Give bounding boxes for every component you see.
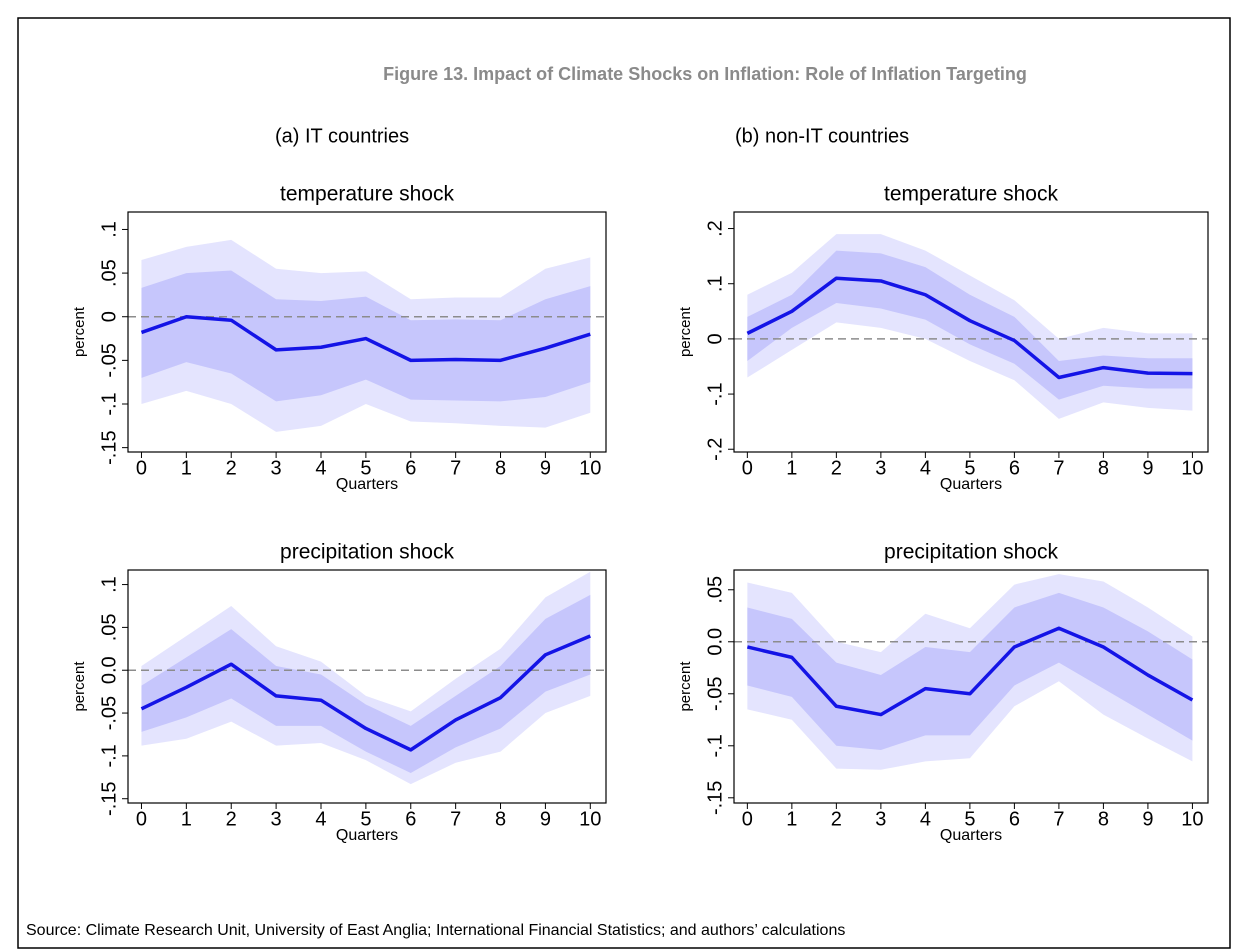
y-tick-label: 0.0	[704, 628, 726, 656]
x-tick-label: 1	[181, 457, 192, 479]
x-tick-label: 8	[1098, 808, 1109, 830]
x-tick-label: 6	[405, 808, 416, 830]
y-tick-label: .1	[704, 275, 726, 292]
plot-frame	[127, 211, 607, 453]
figure-border	[17, 17, 1231, 949]
x-tick-label: 5	[360, 457, 371, 479]
y-axis-label: percent	[677, 661, 694, 712]
x-tick-label: 2	[226, 457, 237, 479]
panel-title: precipitation shock	[280, 541, 454, 564]
x-tick-label: 10	[579, 808, 601, 830]
impulse-response-line	[746, 276, 1193, 380]
x-tick-label: 8	[495, 808, 506, 830]
x-tick-label: 9	[1142, 457, 1153, 479]
x-tick-label: 4	[920, 808, 931, 830]
x-tick-label: 7	[1053, 808, 1064, 830]
y-tick-label: -.1	[98, 744, 120, 767]
panel-title: precipitation shock	[884, 541, 1058, 564]
x-tick-label: 6	[1009, 808, 1020, 830]
y-tick-label: -.1	[704, 382, 726, 405]
y-axis-label: percent	[677, 306, 694, 357]
x-tick-label: 7	[450, 457, 461, 479]
impulse-response-line	[140, 314, 591, 363]
y-tick-label: .05	[98, 259, 120, 287]
x-tick-label: 4	[315, 457, 326, 479]
y-tick-label: -.15	[704, 781, 726, 815]
y-tick-label: 0	[704, 333, 726, 344]
y-tick-label: -.05	[98, 343, 120, 377]
x-tick-label: 0	[136, 457, 147, 479]
x-axis-label: Quarters	[336, 476, 398, 493]
plot-frame	[127, 569, 607, 804]
plot-frame	[733, 211, 1209, 453]
impulse-response-line	[140, 634, 591, 752]
x-axis-label: Quarters	[940, 827, 1002, 844]
x-tick-label: 0	[742, 457, 753, 479]
y-tick-label: .05	[98, 613, 120, 641]
panel-title: temperature shock	[884, 183, 1058, 206]
y-tick-label: -.1	[98, 392, 120, 415]
column-label: (b) non-IT countries	[735, 125, 909, 147]
y-tick-label: -.15	[98, 781, 120, 815]
y-tick-label: -.05	[98, 696, 120, 730]
x-tick-label: 4	[920, 457, 931, 479]
x-tick-label: 3	[875, 457, 886, 479]
x-tick-label: 0	[742, 808, 753, 830]
x-tick-label: 10	[1181, 808, 1203, 830]
y-tick-label: 0.0	[98, 656, 120, 684]
y-tick-label: .1	[98, 576, 120, 593]
x-tick-label: 0	[136, 808, 147, 830]
panel-title: temperature shock	[280, 183, 454, 206]
x-axis-label: Quarters	[336, 827, 398, 844]
x-tick-label: 5	[360, 808, 371, 830]
y-tick-label: .05	[704, 576, 726, 604]
impulse-response-line	[746, 626, 1194, 717]
x-tick-label: 2	[226, 808, 237, 830]
confidence-band	[747, 250, 1193, 400]
x-tick-label: 4	[315, 808, 326, 830]
x-tick-label: 1	[786, 808, 797, 830]
x-tick-label: 9	[1142, 808, 1153, 830]
x-tick-label: 8	[1098, 457, 1109, 479]
y-axis-label: percent	[71, 661, 88, 712]
x-tick-label: 10	[1181, 457, 1203, 479]
x-tick-label: 7	[450, 808, 461, 830]
x-tick-label: 9	[540, 457, 551, 479]
x-tick-label: 3	[875, 808, 886, 830]
x-tick-label: 5	[964, 457, 975, 479]
y-tick-label: .2	[704, 220, 726, 237]
x-tick-label: 9	[540, 808, 551, 830]
x-tick-label: 2	[831, 808, 842, 830]
confidence-band	[141, 594, 591, 774]
y-axis-label: percent	[71, 306, 88, 357]
x-tick-label: 10	[579, 457, 601, 479]
x-tick-label: 6	[405, 457, 416, 479]
x-tick-label: 1	[786, 457, 797, 479]
plot-frame	[733, 569, 1209, 804]
source-note: Source: Climate Research Unit, Universit…	[26, 922, 845, 939]
x-tick-label: 8	[495, 457, 506, 479]
confidence-band	[141, 270, 591, 402]
x-tick-label: 1	[181, 808, 192, 830]
y-tick-label: -.1	[704, 734, 726, 757]
x-tick-label: 2	[831, 457, 842, 479]
x-tick-label: 3	[271, 457, 282, 479]
figure-title: Figure 13. Impact of Climate Shocks on I…	[383, 64, 1027, 84]
x-tick-label: 7	[1053, 457, 1064, 479]
x-tick-label: 5	[964, 808, 975, 830]
y-tick-label: -.15	[98, 430, 120, 464]
y-tick-label: 0	[98, 311, 120, 322]
y-tick-label: .1	[98, 221, 120, 238]
column-label: (a) IT countries	[275, 125, 409, 147]
x-tick-label: 6	[1009, 457, 1020, 479]
x-tick-label: 3	[271, 808, 282, 830]
x-axis-label: Quarters	[940, 476, 1002, 493]
y-tick-label: -.05	[704, 677, 726, 711]
y-tick-label: -.2	[704, 438, 726, 461]
